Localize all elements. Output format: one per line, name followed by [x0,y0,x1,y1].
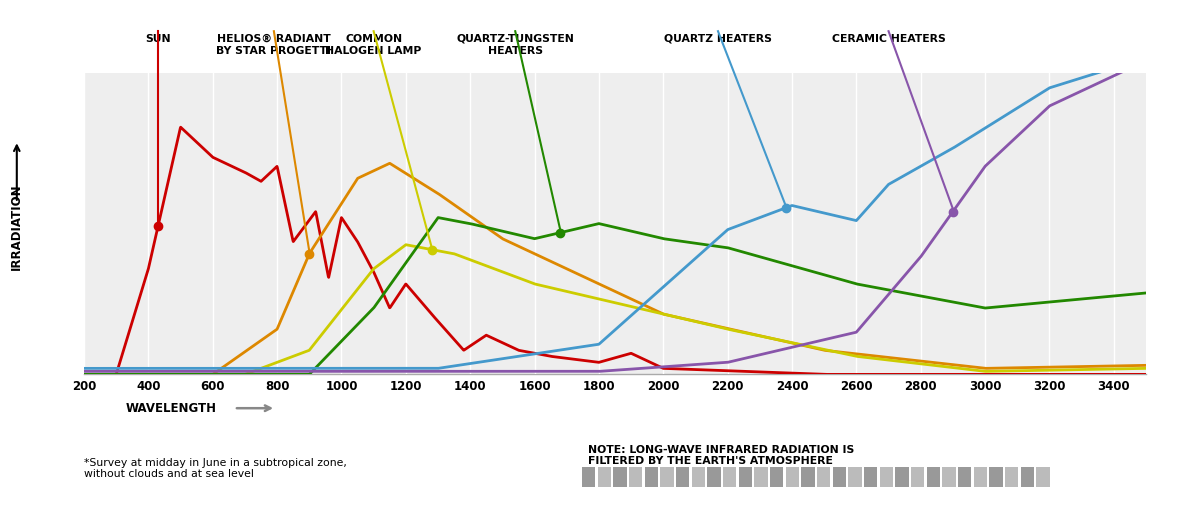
Text: CERAMIC HEATERS: CERAMIC HEATERS [832,34,946,44]
Bar [817,467,830,487]
Bar [802,467,815,487]
Text: NOTE: LONG-WAVE INFRARED RADIATION IS
FILTERED BY THE EARTH'S ATMOSPHERE: NOTE: LONG-WAVE INFRARED RADIATION IS FI… [588,445,854,466]
Bar [1037,467,1050,487]
Bar [880,467,893,487]
Text: WAVELENGTH: WAVELENGTH [126,401,217,415]
Bar [942,467,955,487]
Bar [598,467,611,487]
Bar [926,467,940,487]
Bar [660,467,673,487]
Bar [895,467,908,487]
Bar [613,467,626,487]
Bar [911,467,924,487]
Bar [644,467,658,487]
Bar [770,467,784,487]
Bar [739,467,752,487]
Text: HELIOS® RADIANT
BY STAR PROGETTI: HELIOS® RADIANT BY STAR PROGETTI [216,34,331,56]
Bar [676,467,689,487]
Bar [786,467,799,487]
Bar [1004,467,1019,487]
Text: *Survey at midday in June in a subtropical zone,
without clouds and at sea level: *Survey at midday in June in a subtropic… [84,458,347,479]
Text: SUN: SUN [145,34,170,44]
Bar [582,467,595,487]
Bar [629,467,642,487]
Text: QUARTZ-TUNGSTEN
HEATERS: QUARTZ-TUNGSTEN HEATERS [456,34,574,56]
Bar [958,467,971,487]
Bar [989,467,1002,487]
Bar [707,467,721,487]
Bar [973,467,986,487]
Text: COMMON
HALOGEN LAMP: COMMON HALOGEN LAMP [325,34,422,56]
Bar [848,467,862,487]
Text: QUARTZ HEATERS: QUARTZ HEATERS [664,34,772,44]
Bar [691,467,704,487]
Bar [1020,467,1034,487]
Text: IRRADIATION: IRRADIATION [11,183,23,269]
Bar [755,467,768,487]
Bar [833,467,846,487]
Bar [864,467,877,487]
Bar [722,467,737,487]
